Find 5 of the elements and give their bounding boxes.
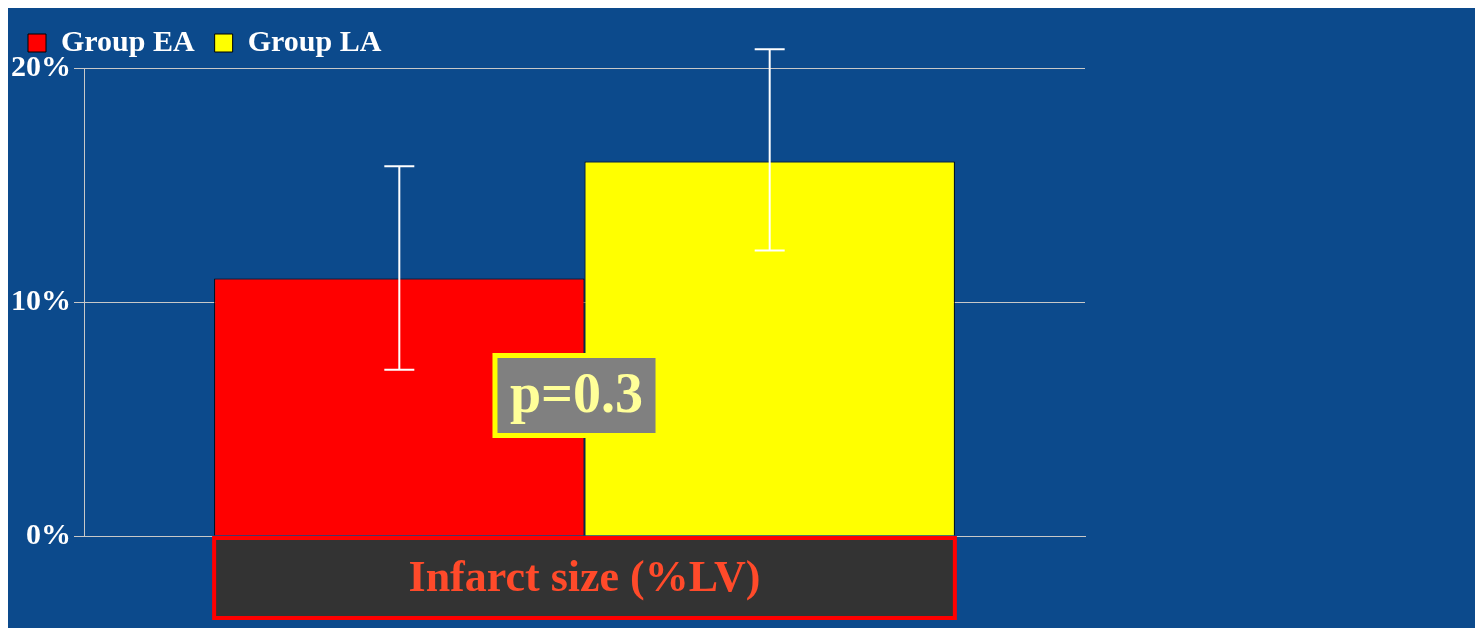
y-tick-label: 10%: [11, 282, 71, 316]
annotation: p=0.3: [509, 362, 644, 425]
legend-label: Group LA: [247, 23, 382, 57]
y-tick-label: 0%: [26, 516, 71, 550]
x-tick-label: Infarct size (%LV): [408, 552, 761, 602]
